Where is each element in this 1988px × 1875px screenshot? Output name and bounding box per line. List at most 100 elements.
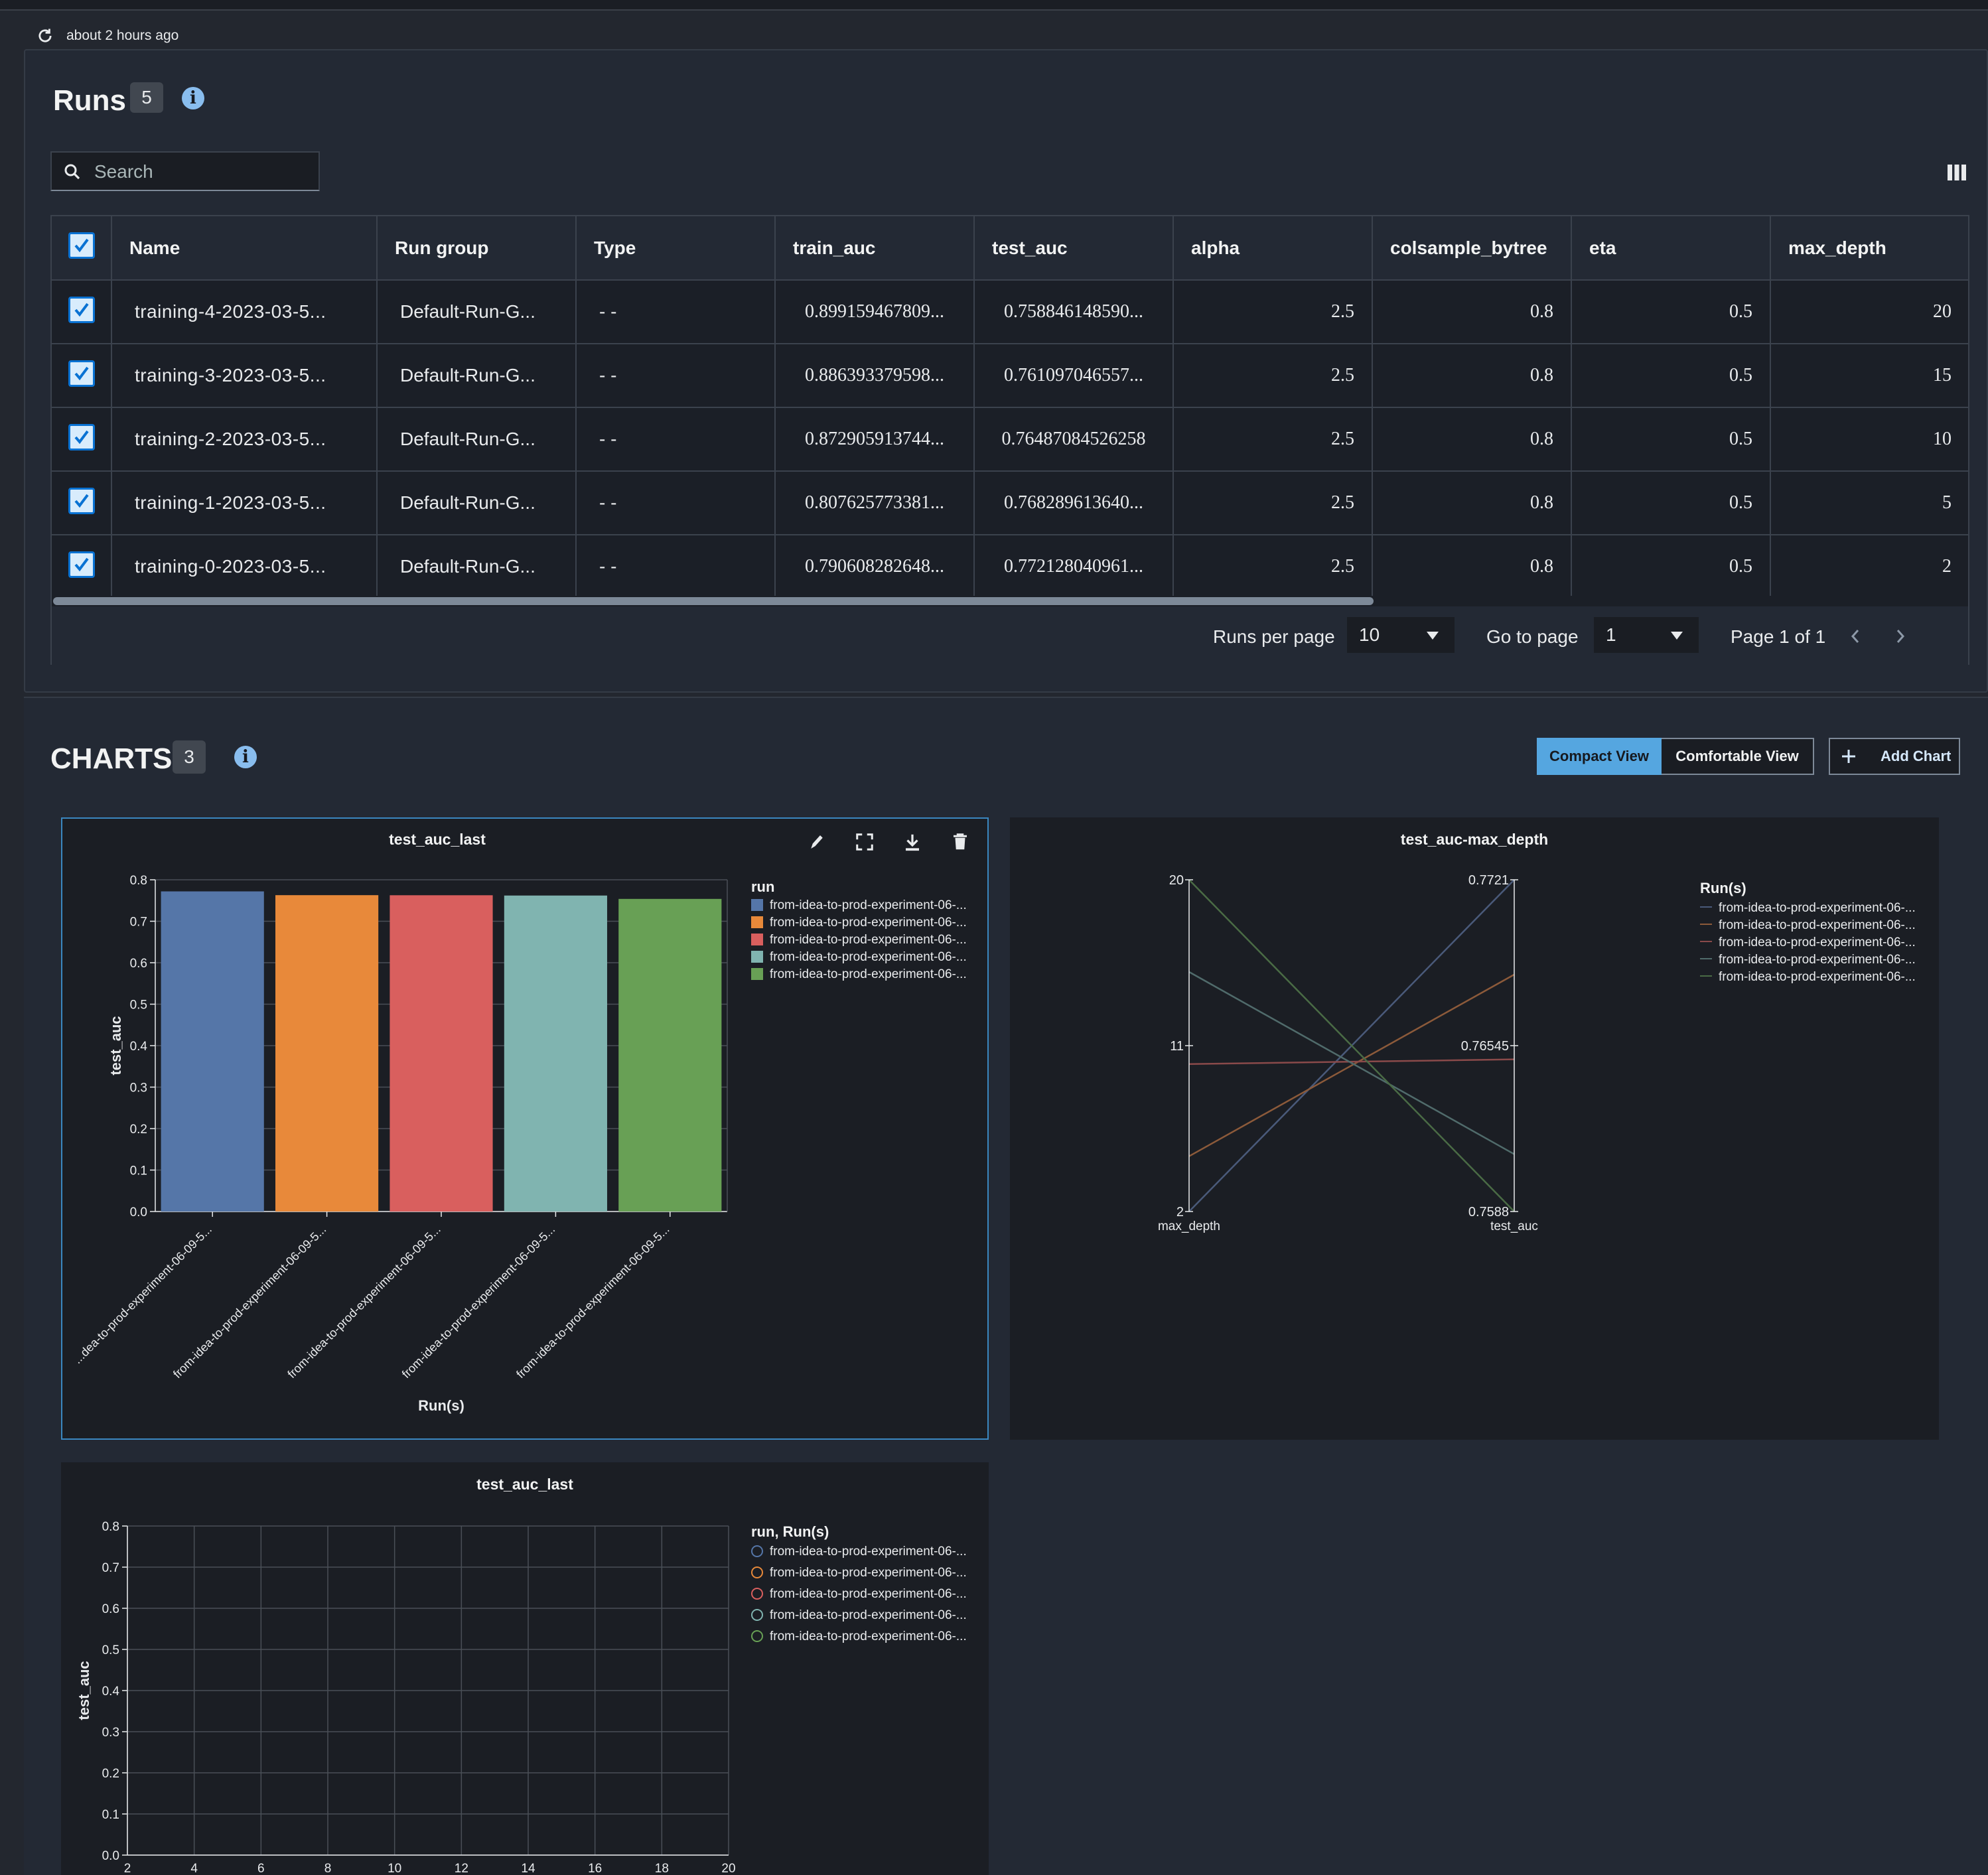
x-axis-label: Run(s) bbox=[418, 1397, 464, 1414]
run-type: - - bbox=[576, 471, 776, 535]
table-row[interactable]: training-0-2023-03-5... Default-Run-G...… bbox=[52, 535, 1968, 599]
row-checkbox[interactable] bbox=[68, 487, 95, 514]
chevron-right-icon[interactable] bbox=[1892, 626, 1908, 646]
column-header-colsample-bytree[interactable]: colsample_bytree bbox=[1372, 216, 1572, 281]
row-select-cell bbox=[52, 471, 112, 535]
row-checkbox[interactable] bbox=[68, 551, 95, 578]
run-type: - - bbox=[576, 280, 776, 344]
charts-count-badge: 3 bbox=[173, 740, 206, 774]
column-header-run-group[interactable]: Run group bbox=[377, 216, 577, 281]
train-auc: 0.899159467809... bbox=[775, 280, 975, 344]
legend-line bbox=[1700, 924, 1712, 925]
legend-label: from-idea-to-prod-experiment-06-... bbox=[1719, 970, 1916, 984]
y-tick-label: 0.7 bbox=[130, 916, 147, 930]
runs-per-page-select[interactable]: 10 bbox=[1347, 617, 1455, 653]
x-tick-label: 10 bbox=[388, 1862, 401, 1875]
scatter-chart-card[interactable] bbox=[61, 1462, 989, 1875]
add-chart-button[interactable]: Add Chart bbox=[1829, 738, 1960, 775]
table-row[interactable]: training-1-2023-03-5... Default-Run-G...… bbox=[52, 471, 1968, 535]
row-select-cell bbox=[52, 344, 112, 408]
run-group: Default-Run-G... bbox=[377, 280, 577, 344]
horizontal-scrollbar[interactable] bbox=[53, 597, 1374, 605]
table-row[interactable]: training-2-2023-03-5... Default-Run-G...… bbox=[52, 407, 1968, 472]
alpha: 2.5 bbox=[1173, 344, 1373, 408]
runs-info-icon[interactable]: i bbox=[182, 87, 204, 109]
legend-item[interactable]: from-idea-to-prod-experiment-06-... bbox=[751, 950, 967, 967]
legend-label: from-idea-to-prod-experiment-06-... bbox=[770, 1545, 967, 1559]
column-settings-icon[interactable] bbox=[1947, 163, 1967, 182]
search-input[interactable] bbox=[93, 159, 308, 184]
edit-icon[interactable] bbox=[807, 831, 827, 853]
bar-chart: 0.0 0.1 0.2 0.3 0.4 0.5 0.6 0.7 0.8 ...dea-to-pro… bbox=[71, 874, 728, 1414]
y-tick-label: 0.5 bbox=[102, 1643, 119, 1657]
eta: 0.5 bbox=[1571, 280, 1771, 344]
x-tick-label: 8 bbox=[324, 1862, 332, 1875]
y-tick-label: 0.1 bbox=[130, 1164, 147, 1178]
run-type: - - bbox=[576, 407, 776, 472]
y-tick-label: 0.2 bbox=[130, 1123, 147, 1137]
row-checkbox[interactable] bbox=[68, 423, 95, 451]
legend-item[interactable]: from-idea-to-prod-experiment-06-... bbox=[751, 967, 967, 985]
series-line bbox=[1188, 1058, 1515, 1066]
legend-item[interactable]: from-idea-to-prod-experiment-06-... bbox=[1700, 918, 1916, 936]
legend-circle bbox=[751, 1545, 763, 1557]
run-name[interactable]: training-0-2023-03-5... bbox=[111, 535, 378, 599]
row-checkbox[interactable] bbox=[68, 360, 95, 387]
fullscreen-icon[interactable] bbox=[855, 831, 875, 853]
refresh-icon[interactable] bbox=[36, 27, 54, 45]
legend-item[interactable]: from-idea-to-prod-experiment-06-... bbox=[1700, 901, 1916, 918]
delete-icon[interactable] bbox=[950, 831, 970, 853]
table-header-row: Name Run group Type train_auc test_auc a… bbox=[52, 216, 1968, 281]
legend-label: from-idea-to-prod-experiment-06-... bbox=[770, 898, 967, 912]
search-box[interactable] bbox=[50, 151, 320, 191]
legend-item[interactable]: from-idea-to-prod-experiment-06-... bbox=[751, 933, 967, 950]
legend-item[interactable]: from-idea-to-prod-experiment-06-... bbox=[751, 898, 967, 916]
run-group: Default-Run-G... bbox=[377, 344, 577, 408]
legend-item[interactable]: from-idea-to-prod-experiment-06-... bbox=[751, 1630, 967, 1651]
train-auc: 0.807625773381... bbox=[775, 471, 975, 535]
legend-item[interactable]: from-idea-to-prod-experiment-06-... bbox=[751, 1587, 967, 1608]
parallel-chart-legend: from-idea-to-prod-experiment-06-... from… bbox=[1700, 901, 1916, 987]
comfortable-view-button[interactable]: Comfortable View bbox=[1662, 738, 1814, 775]
run-name[interactable]: training-3-2023-03-5... bbox=[111, 344, 378, 408]
charts-title: CHARTS bbox=[50, 742, 173, 775]
plus-icon bbox=[1842, 750, 1855, 763]
column-header-train-auc[interactable]: train_auc bbox=[775, 216, 975, 281]
column-header-alpha[interactable]: alpha bbox=[1173, 216, 1373, 281]
go-to-page-select[interactable]: 1 bbox=[1594, 617, 1699, 653]
chevron-left-icon[interactable] bbox=[1847, 626, 1863, 646]
column-header-type[interactable]: Type bbox=[576, 216, 776, 281]
legend-title: run bbox=[751, 878, 775, 895]
column-header-name[interactable]: Name bbox=[111, 216, 378, 281]
charts-info-icon[interactable]: i bbox=[234, 746, 257, 768]
column-header-eta[interactable]: eta bbox=[1571, 216, 1771, 281]
legend-item[interactable]: from-idea-to-prod-experiment-06-... bbox=[1700, 953, 1916, 970]
legend-swatch bbox=[751, 899, 763, 911]
compact-view-button[interactable]: Compact View bbox=[1537, 738, 1662, 775]
legend-swatch bbox=[751, 968, 763, 980]
y-tick-label: 0.4 bbox=[102, 1685, 120, 1699]
run-name[interactable]: training-1-2023-03-5... bbox=[111, 471, 378, 535]
column-header-max-depth[interactable]: max_depth bbox=[1770, 216, 1968, 281]
column-header-test-auc[interactable]: test_auc bbox=[974, 216, 1174, 281]
run-name[interactable]: training-2-2023-03-5... bbox=[111, 407, 378, 472]
table-row[interactable]: training-4-2023-03-5... Default-Run-G...… bbox=[52, 280, 1968, 344]
scatter-chart: 0.0 0.1 0.2 0.3 0.4 0.5 0.6 0.7 0.8 2 4 6 8 10 12 14 16 1… bbox=[76, 1520, 736, 1875]
colsample-bytree: 0.8 bbox=[1372, 407, 1572, 472]
row-select-cell bbox=[52, 535, 112, 599]
y-tick-label: 0.7 bbox=[102, 1561, 119, 1575]
runs-per-page-value: 10 bbox=[1359, 624, 1380, 645]
legend-item[interactable]: from-idea-to-prod-experiment-06-... bbox=[751, 916, 967, 933]
legend-item[interactable]: from-idea-to-prod-experiment-06-... bbox=[751, 1566, 967, 1587]
row-checkbox[interactable] bbox=[68, 296, 95, 323]
x-tick-label: 2 bbox=[124, 1862, 131, 1875]
download-icon[interactable] bbox=[902, 831, 922, 853]
y-tick-label: 0.3 bbox=[102, 1726, 119, 1740]
select-all-checkbox[interactable] bbox=[68, 232, 95, 259]
legend-item[interactable]: from-idea-to-prod-experiment-06-... bbox=[751, 1545, 967, 1566]
legend-item[interactable]: from-idea-to-prod-experiment-06-... bbox=[751, 1608, 967, 1630]
legend-item[interactable]: from-idea-to-prod-experiment-06-... bbox=[1700, 936, 1916, 953]
table-row[interactable]: training-3-2023-03-5... Default-Run-G...… bbox=[52, 344, 1968, 408]
run-name[interactable]: training-4-2023-03-5... bbox=[111, 280, 378, 344]
legend-item[interactable]: from-idea-to-prod-experiment-06-... bbox=[1700, 970, 1916, 987]
